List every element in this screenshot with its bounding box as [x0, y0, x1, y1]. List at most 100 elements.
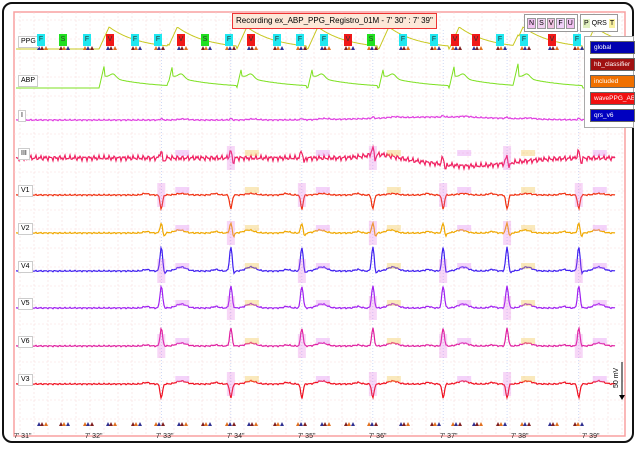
beat-label[interactable]: F — [320, 34, 328, 46]
t-wave-annotation[interactable] — [592, 338, 607, 344]
wave-toggle-qrs[interactable]: QRS — [590, 18, 608, 28]
qrs-annotation[interactable] — [226, 372, 235, 396]
t-wave-annotation[interactable] — [521, 338, 536, 344]
t-wave-annotation[interactable] — [244, 263, 259, 269]
t-wave-annotation[interactable] — [592, 263, 607, 269]
wave-toggle-t[interactable]: T — [608, 18, 616, 28]
t-wave-annotation[interactable] — [386, 300, 401, 306]
qrs-annotation[interactable] — [157, 183, 166, 207]
beat-label[interactable]: S — [59, 34, 67, 46]
t-wave-annotation[interactable] — [521, 150, 536, 156]
t-wave-annotation[interactable] — [457, 225, 472, 231]
t-wave-annotation[interactable] — [386, 263, 401, 269]
t-wave-annotation[interactable] — [521, 263, 536, 269]
t-wave-annotation[interactable] — [244, 225, 259, 231]
t-wave-annotation[interactable] — [244, 338, 259, 344]
t-wave-annotation[interactable] — [386, 225, 401, 231]
t-wave-annotation[interactable] — [521, 376, 536, 382]
beat-label[interactable]: F — [573, 34, 581, 46]
t-wave-annotation[interactable] — [521, 187, 536, 193]
t-wave-annotation[interactable] — [386, 187, 401, 193]
lead-label-abp[interactable]: ABP — [18, 75, 39, 87]
t-wave-annotation[interactable] — [315, 187, 330, 193]
class-toggle-n[interactable]: N — [527, 17, 537, 29]
t-wave-annotation[interactable] — [175, 263, 190, 269]
lead-label-v1[interactable]: V1 — [18, 185, 33, 197]
class-toggle-u[interactable]: U — [565, 17, 575, 29]
beat-label[interactable]: V — [247, 34, 255, 46]
t-wave-annotation[interactable] — [592, 150, 607, 156]
beat-label[interactable]: S — [367, 34, 375, 46]
layer-global[interactable]: global — [590, 41, 635, 54]
t-wave-annotation[interactable] — [457, 187, 472, 193]
beat-label[interactable]: F — [83, 34, 91, 46]
qrs-annotation[interactable] — [297, 259, 306, 283]
beat-label[interactable]: F — [154, 34, 162, 46]
t-wave-annotation[interactable] — [175, 187, 190, 193]
qrs-annotation[interactable] — [368, 372, 377, 396]
beat-label[interactable]: F — [496, 34, 504, 46]
t-wave-annotation[interactable] — [457, 338, 472, 344]
beat-label[interactable]: V — [548, 34, 556, 46]
qrs-annotation[interactable] — [503, 372, 512, 396]
lead-label-v2[interactable]: V2 — [18, 223, 33, 235]
t-wave-annotation[interactable] — [521, 300, 536, 306]
layer-hb-classifier[interactable]: hb_classifier — [590, 58, 635, 71]
qrs-annotation[interactable] — [297, 183, 306, 207]
qrs-annotation[interactable] — [574, 259, 583, 283]
qrs-annotation[interactable] — [368, 146, 377, 170]
t-wave-annotation[interactable] — [244, 150, 259, 156]
class-toggle-f[interactable]: F — [556, 17, 565, 29]
wave-toggle-p[interactable]: P — [583, 18, 590, 28]
beat-label[interactable]: F — [296, 34, 304, 46]
qrs-annotation[interactable] — [297, 334, 306, 358]
t-wave-annotation[interactable] — [592, 225, 607, 231]
qrs-annotation[interactable] — [226, 146, 235, 170]
t-wave-annotation[interactable] — [457, 150, 472, 156]
qrs-annotation[interactable] — [503, 296, 512, 320]
lead-label-iii[interactable]: III — [18, 148, 30, 160]
t-wave-annotation[interactable] — [244, 376, 259, 382]
t-wave-annotation[interactable] — [457, 376, 472, 382]
qrs-annotation[interactable] — [574, 334, 583, 358]
class-toggle-v[interactable]: V — [546, 17, 556, 29]
t-wave-annotation[interactable] — [457, 300, 472, 306]
qrs-annotation[interactable] — [157, 334, 166, 358]
qrs-annotation[interactable] — [503, 146, 512, 170]
beat-label[interactable]: V — [472, 34, 480, 46]
t-wave-annotation[interactable] — [244, 187, 259, 193]
layer-waveppg-abp[interactable]: wavePPG_ABP — [590, 92, 635, 105]
beat-label[interactable]: F — [430, 34, 438, 46]
beat-label[interactable]: V — [106, 34, 114, 46]
class-toggle-s[interactable]: S — [537, 17, 546, 29]
t-wave-annotation[interactable] — [315, 225, 330, 231]
lead-label-v4[interactable]: V4 — [18, 261, 33, 273]
lead-label-i[interactable]: I — [18, 110, 26, 122]
qrs-annotation[interactable] — [157, 259, 166, 283]
lead-label-v3[interactable]: V3 — [18, 374, 33, 386]
t-wave-annotation[interactable] — [175, 338, 190, 344]
t-wave-annotation[interactable] — [315, 150, 330, 156]
qrs-annotation[interactable] — [574, 183, 583, 207]
beat-label[interactable]: F — [399, 34, 407, 46]
qrs-annotation[interactable] — [503, 221, 512, 245]
wave-legend[interactable]: P QRS T — [580, 14, 619, 32]
lead-label-v5[interactable]: V5 — [18, 298, 33, 310]
beat-label[interactable]: S — [201, 34, 209, 46]
t-wave-annotation[interactable] — [315, 376, 330, 382]
qrs-annotation[interactable] — [368, 296, 377, 320]
t-wave-annotation[interactable] — [175, 300, 190, 306]
beat-label[interactable]: F — [520, 34, 528, 46]
qrs-annotation[interactable] — [439, 183, 448, 207]
beat-label[interactable]: V — [177, 34, 185, 46]
layer-included[interactable]: included — [590, 75, 635, 88]
beat-label[interactable]: V — [344, 34, 352, 46]
lead-label-v6[interactable]: V6 — [18, 336, 33, 348]
beat-label[interactable]: F — [273, 34, 281, 46]
qrs-annotation[interactable] — [226, 296, 235, 320]
t-wave-annotation[interactable] — [386, 376, 401, 382]
t-wave-annotation[interactable] — [315, 263, 330, 269]
layer-qrs-v6[interactable]: qrs_v6 — [590, 109, 635, 122]
